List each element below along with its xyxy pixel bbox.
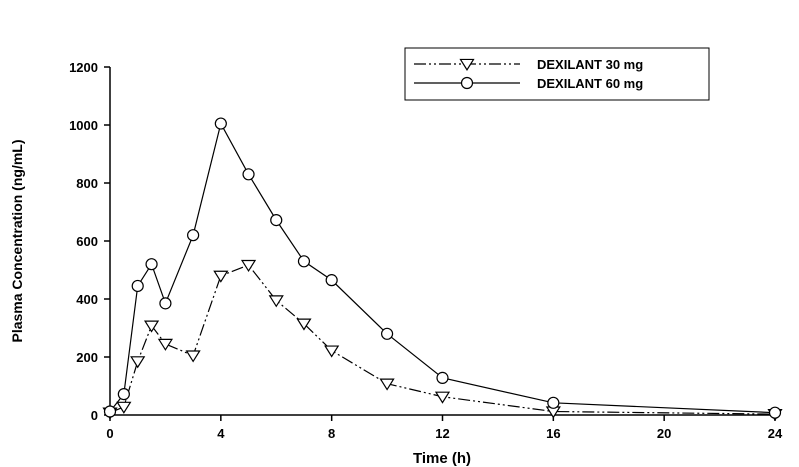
data-point [436,371,449,384]
data-point [270,214,283,227]
data-point [131,279,144,293]
data-point [187,229,200,242]
y-tick-label: 200 [76,350,98,365]
data-point [240,259,257,273]
data-point [145,258,158,271]
data-point [547,396,560,409]
axes [109,67,775,416]
x-tick-label: 8 [328,426,335,441]
x-tick-label: 16 [546,426,560,441]
data-point [768,406,782,419]
data-point [185,350,201,363]
y-tick-label: 0 [91,408,98,423]
y-tick-label: 600 [76,234,98,249]
series-60mg [103,117,782,419]
legend-label: DEXILANT 60 mg [537,76,643,91]
data-point [159,297,172,310]
x-tick-label: 0 [106,426,113,441]
legend-box [404,47,710,101]
x-tick-label: 20 [657,426,671,441]
data-point [268,295,284,308]
y-ticks: 0 200 400 600 800 1000 1200 [69,60,110,423]
legend-items: DEXILANT 30 mg DEXILANT 60 mg [414,57,643,91]
x-tick-label: 4 [217,426,225,441]
data-point [379,378,395,391]
x-tick-label: 24 [768,426,783,441]
data-point [296,318,312,331]
data-point [117,388,130,401]
y-tick-label: 1000 [69,118,98,133]
data-point [103,405,117,418]
data-point [297,255,311,268]
x-axis-label: Time (h) [413,450,471,467]
data-point [242,168,255,181]
data-point [116,401,132,414]
legend-marker [459,58,475,71]
series-line [109,264,776,415]
data-point [324,345,340,358]
series-layer [102,117,783,422]
data-point [325,274,338,287]
x-ticks: 0 4 8 12 16 20 24 [106,415,783,441]
legend-label: DEXILANT 30 mg [537,57,643,72]
data-point [157,338,173,351]
y-tick-label: 1200 [69,60,98,75]
y-tick-label: 400 [76,292,98,307]
data-point [213,270,229,283]
data-point [380,327,394,340]
series-30mg [102,259,783,422]
data-point [214,117,227,130]
legend-marker [460,76,474,90]
legend: DEXILANT 30 mg DEXILANT 60 mg [404,47,710,101]
data-point [434,391,451,404]
y-tick-label: 800 [76,176,98,191]
data-point [130,356,146,369]
y-axis-label: Plasma Concentration (ng/mL) [9,139,25,342]
data-point [143,320,160,333]
series-line [109,121,776,414]
x-tick-label: 12 [435,426,449,441]
